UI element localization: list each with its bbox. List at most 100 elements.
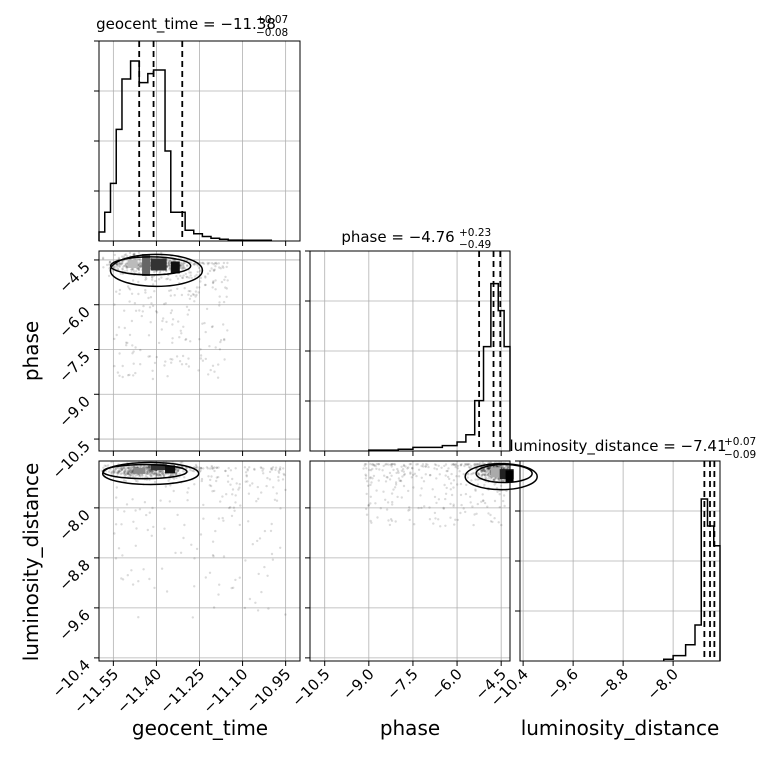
scatter-point [163,302,166,306]
scatter-point [124,264,127,267]
scatter-point [371,463,374,467]
scatter-point [225,493,228,496]
scatter-point [203,321,206,325]
scatter-point [488,467,491,470]
scatter-point [277,470,280,473]
scatter-point [223,278,226,281]
scatter-point [226,329,229,332]
scatter-point [431,488,434,491]
scatter-point [446,469,449,473]
scatter-point [124,253,128,256]
scatter-point [219,500,222,503]
scatter-point [113,303,116,306]
scatter-point [181,354,185,358]
scatter-point [161,472,164,475]
scatter-lumdist-phase: −10.5 −9.0 −7.5 −6.0 −4.5 [288,461,538,710]
scatter-point [488,467,491,470]
scatter-point [167,260,170,264]
scatter-point [131,471,134,474]
scatter-point [113,265,117,269]
scatter-point [134,473,137,477]
scatter-point [483,468,486,471]
scatter-point [168,268,171,271]
scatter-point [218,266,221,269]
scatter-point [114,523,118,526]
scatter-point [413,472,417,475]
scatter-point [137,257,140,261]
scatter-point [126,341,129,345]
scatter-point [174,473,177,477]
scatter-point [283,473,286,477]
scatter-point [154,469,157,472]
title-name: phase [341,228,386,246]
scatter-point [118,288,122,292]
scatter-point [502,494,506,497]
scatter-point [392,488,395,491]
scatter-point [272,486,275,489]
scatter-point [377,462,380,466]
scatter-point [148,465,151,468]
scatter-point [472,471,475,475]
scatter-point [369,519,372,523]
scatter-point [180,262,183,266]
scatter-point [135,527,138,530]
scatter-point [371,477,374,480]
scatter-point [167,262,170,265]
scatter-point [124,479,128,483]
scatter-point [493,499,497,503]
scatter-point [148,465,151,468]
scatter-point [483,474,487,477]
scatter-point [147,468,151,471]
scatter-point [120,255,124,258]
scatter-point [256,609,260,612]
scatter-point [487,512,490,515]
scatter-point [419,494,422,497]
scatter-point [176,277,180,280]
scatter-point [452,503,455,506]
scatter-point [189,340,192,343]
scatter-point [121,268,124,271]
scatter-point [181,265,184,268]
scatter-point [125,473,128,476]
scatter-point [480,474,483,478]
scatter-point [131,469,134,473]
scatter-point [168,259,172,263]
scatter-point [411,466,414,470]
scatter-point [237,488,240,491]
scatter-point [214,346,217,349]
scatter-point [167,263,170,266]
scatter-point [274,466,278,469]
scatter-point [182,536,185,540]
scatter-point [497,477,500,480]
scatter-point [133,465,136,468]
scatter-point [487,467,490,470]
scatter-point [433,463,437,466]
scatter-point [473,513,476,516]
scatter-point [487,467,490,470]
scatter-point [144,474,147,478]
scatter-point [483,473,487,476]
scatter-point [454,464,457,467]
scatter-point [238,483,241,486]
scatter-point [183,523,186,527]
panel-frame [98,460,301,662]
scatter-point [375,462,379,466]
scatter-point [363,464,366,467]
scatter-point [163,364,166,367]
scatter-point [487,472,491,475]
scatter-point [124,468,127,471]
scatter-point [168,262,171,265]
scatter-point [211,540,215,543]
scatter-point [134,346,137,349]
hist-luminosity-distance: −10.4 −9.6 −8.8 −8.0 [487,460,721,710]
scatter-point [136,480,139,483]
scatter-point [487,461,490,464]
scatter-point [130,465,134,468]
scatter-point [125,262,128,266]
scatter-point [226,480,230,483]
scatter-point [218,295,221,298]
scatter-point [234,467,237,470]
scatter-point [172,477,176,480]
scatter-point [238,576,241,579]
scatter-point [128,333,132,337]
